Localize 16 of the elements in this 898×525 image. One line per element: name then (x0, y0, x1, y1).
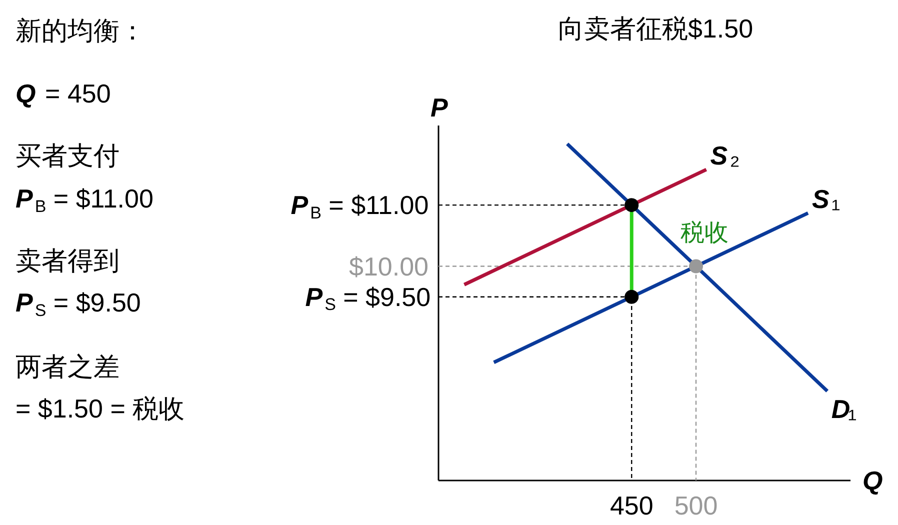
text: 两者之差 (16, 352, 120, 382)
y-axis-title: P (430, 92, 448, 122)
x-tick-label: 500 (674, 490, 718, 520)
series-label: S₁ (812, 184, 840, 214)
text: 卖者得到 (16, 246, 120, 276)
text: Q = 450 (16, 78, 111, 108)
series-label: S₂ (710, 140, 740, 171)
x-tick-label: 450 (610, 490, 654, 520)
x-axis-title: Q (862, 466, 883, 496)
text: = $1.50 = 税收 (16, 394, 185, 424)
chart-title: 向卖者征税$1.50 (558, 14, 754, 44)
text: 新的均衡： (16, 16, 146, 46)
series-label: D₁ (831, 394, 857, 424)
annotation: 税收 (680, 219, 729, 246)
y-tick-label: $10.00 (348, 251, 429, 282)
text: 买者支付 (16, 140, 120, 170)
